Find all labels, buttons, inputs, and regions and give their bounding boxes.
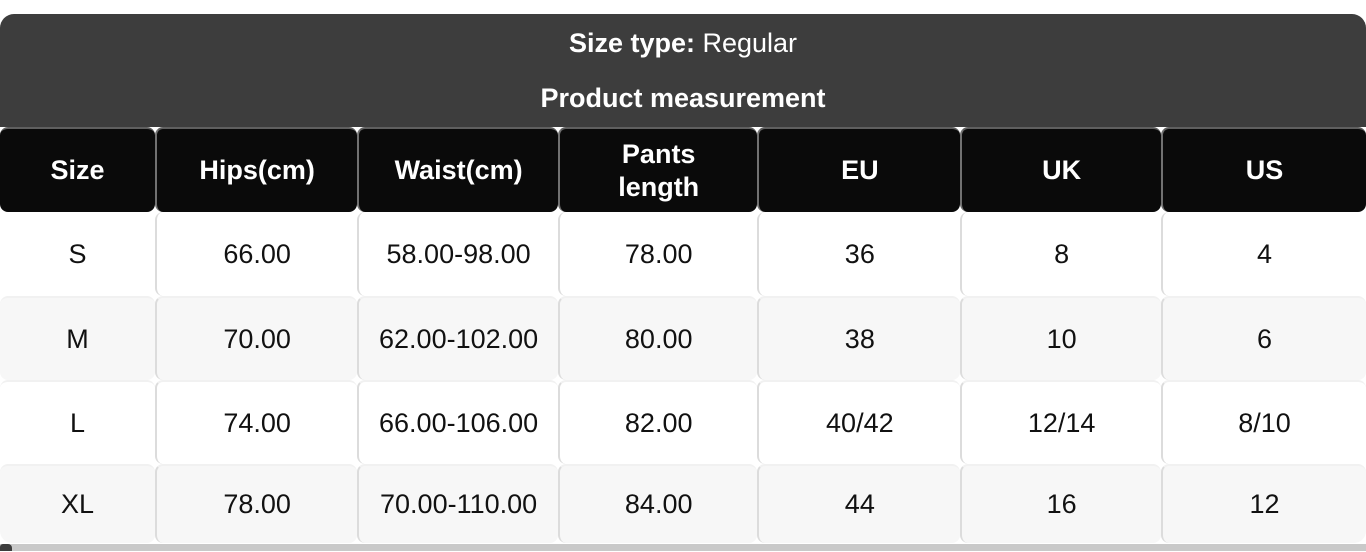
column-header-pants-length: Pants length — [557, 127, 758, 212]
cell-us: 6 — [1161, 296, 1366, 380]
cell-us: 8/10 — [1161, 380, 1366, 464]
size-type-header: Size type: Regular Product measurement — [0, 14, 1366, 127]
horizontal-scrollbar-thumb[interactable] — [0, 544, 12, 551]
header-row: Size Hips(cm) Waist(cm) Pants length EU … — [0, 127, 1366, 212]
column-header-hips: Hips(cm) — [155, 127, 358, 212]
column-header-size: Size — [0, 127, 156, 212]
cell-eu: 38 — [757, 296, 961, 380]
cell-uk: 16 — [960, 464, 1162, 543]
column-header-waist: Waist(cm) — [357, 127, 558, 212]
cell-hips: 74.00 — [155, 380, 358, 464]
cell-us: 4 — [1161, 212, 1366, 296]
cell-waist: 70.00-110.00 — [357, 464, 558, 543]
cell-pants-length: 82.00 — [557, 380, 758, 464]
cell-size: M — [0, 296, 156, 380]
table-row-l: L 74.00 66.00-106.00 82.00 40/42 12/14 8… — [0, 380, 1366, 464]
cell-uk: 12/14 — [960, 380, 1162, 464]
size-chart-panel: Size type: Regular Product measurement S… — [0, 14, 1366, 551]
product-measurement-title: Product measurement — [540, 83, 826, 113]
cell-us: 12 — [1161, 464, 1366, 543]
cell-hips: 78.00 — [155, 464, 358, 543]
cell-pants-length: 84.00 — [557, 464, 758, 543]
cell-pants-length: 80.00 — [557, 296, 758, 380]
cell-waist: 58.00-98.00 — [357, 212, 558, 296]
size-type-line: Size type: Regular — [568, 27, 798, 58]
cell-uk: 8 — [960, 212, 1162, 296]
table-row-m: M 70.00 62.00-102.00 80.00 38 10 6 — [0, 296, 1366, 380]
horizontal-scrollbar-track[interactable] — [0, 544, 1366, 551]
table-row-xl: XL 78.00 70.00-110.00 84.00 44 16 12 — [0, 464, 1366, 543]
cell-hips: 66.00 — [155, 212, 358, 296]
cell-hips: 70.00 — [155, 296, 358, 380]
cell-pants-length: 78.00 — [557, 212, 758, 296]
cell-size: XL — [0, 464, 156, 543]
column-header-eu: EU — [757, 127, 961, 212]
cell-eu: 40/42 — [757, 380, 961, 464]
size-chart-table: Size Hips(cm) Waist(cm) Pants length EU … — [0, 127, 1366, 543]
column-header-us: US — [1161, 127, 1366, 212]
column-header-uk: UK — [960, 127, 1162, 212]
cell-waist: 66.00-106.00 — [357, 380, 558, 464]
cell-uk: 10 — [960, 296, 1162, 380]
cell-eu: 44 — [757, 464, 961, 543]
cell-size: L — [0, 380, 156, 464]
size-type-label: Size type: — [568, 27, 695, 58]
cell-eu: 36 — [757, 212, 961, 296]
cell-waist: 62.00-102.00 — [357, 296, 558, 380]
size-type-value: Regular — [702, 27, 798, 58]
table-row-s: S 66.00 58.00-98.00 78.00 36 8 4 — [0, 212, 1366, 296]
cell-size: S — [0, 212, 156, 296]
